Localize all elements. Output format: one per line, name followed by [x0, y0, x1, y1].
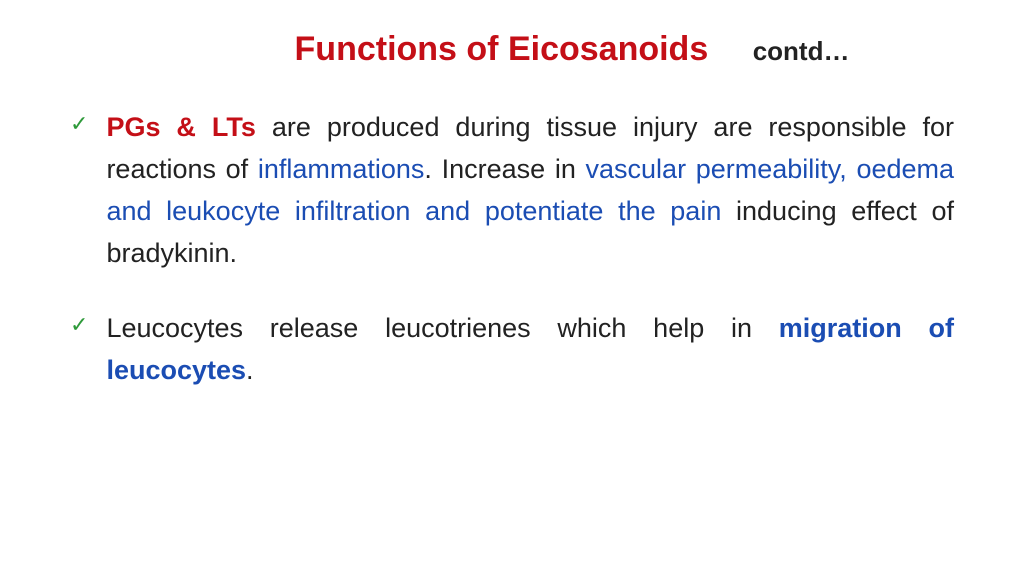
checkmark-icon: ✓ [70, 113, 88, 135]
bullet-item: ✓ PGs & LTs are produced during tissue in… [70, 107, 954, 274]
bullet-item: ✓ Leucocytes release leucotrienes which h… [70, 308, 954, 392]
text-run: Leucocytes release leucotrienes which he… [106, 313, 778, 343]
text-run: PGs & LTs [106, 112, 255, 142]
text-run: . Increase in [424, 154, 585, 184]
bullet-text: PGs & LTs are produced during tissue inj… [106, 107, 954, 274]
text-run: inflammations [258, 154, 425, 184]
slide-contd: contd… [753, 36, 850, 66]
bullet-list: ✓ PGs & LTs are produced during tissue in… [70, 107, 954, 392]
text-run: . [246, 355, 254, 385]
slide-title: Functions of Eicosanoids [295, 30, 709, 68]
bullet-text: Leucocytes release leucotrienes which he… [106, 308, 954, 392]
checkmark-icon: ✓ [70, 314, 88, 336]
slide-title-row: Functions of Eicosanoids contd… [190, 30, 954, 69]
